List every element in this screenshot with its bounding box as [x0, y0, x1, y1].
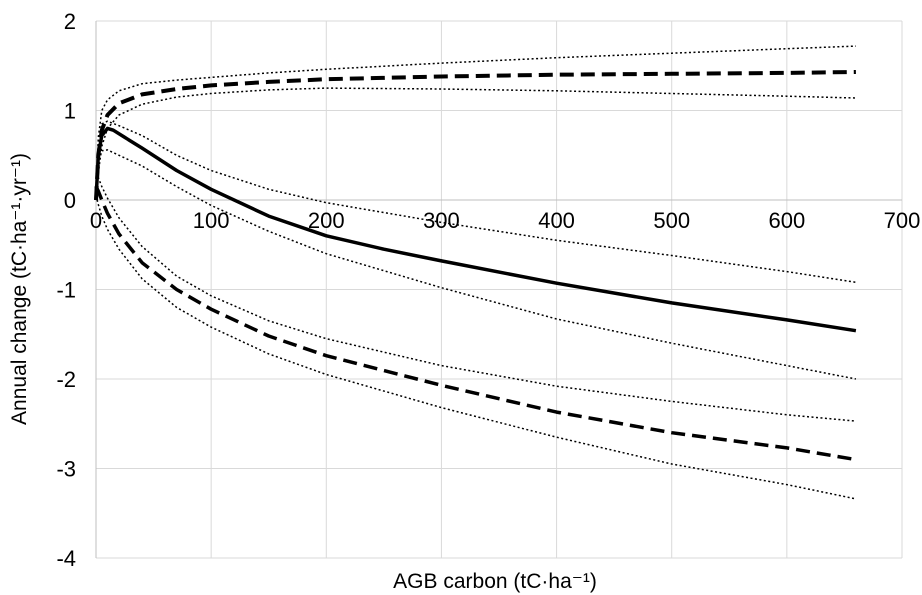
y-tick-label: -4 — [56, 546, 76, 571]
y-tick-label: 1 — [64, 99, 76, 124]
y-tick-label: -1 — [56, 278, 76, 303]
y-tick-label: -3 — [56, 457, 76, 482]
series-line-dotted-7 — [95, 172, 856, 422]
x-tick-label: 100 — [193, 208, 230, 233]
series-line-solid-3 — [94, 126, 857, 333]
y-tick-label: -2 — [56, 367, 76, 392]
series-line-dotted-2 — [95, 87, 856, 201]
series-line-dotted-5 — [95, 149, 857, 380]
series-line-dotted-8 — [95, 195, 857, 500]
x-tick-label: 600 — [768, 208, 805, 233]
y-axis-title: Annual change (tC·ha⁻¹·yr⁻¹) — [8, 153, 31, 425]
tick-labels: 0 100 200 300 400 500 600 700 -4 -3 -2 -1 0 1 2 — [56, 9, 920, 571]
x-tick-label: 0 — [90, 208, 102, 233]
x-tick-label: 500 — [653, 208, 690, 233]
series-line-dotted-1 — [95, 45, 856, 201]
series-line-dotted-4 — [95, 120, 857, 284]
x-tick-label: 300 — [423, 208, 460, 233]
series-line-dashed-0 — [94, 70, 856, 201]
x-axis-title: AGB carbon (tC·ha⁻¹) — [393, 570, 597, 593]
x-tick-label: 400 — [538, 208, 575, 233]
y-tick-label: 2 — [64, 9, 76, 34]
series-lines — [94, 45, 857, 500]
y-tick-label: 0 — [64, 188, 76, 213]
x-tick-label: 200 — [308, 208, 345, 233]
series-line-dashed-6 — [94, 185, 857, 462]
grid — [95, 20, 903, 559]
x-tick-label: 700 — [884, 208, 921, 233]
